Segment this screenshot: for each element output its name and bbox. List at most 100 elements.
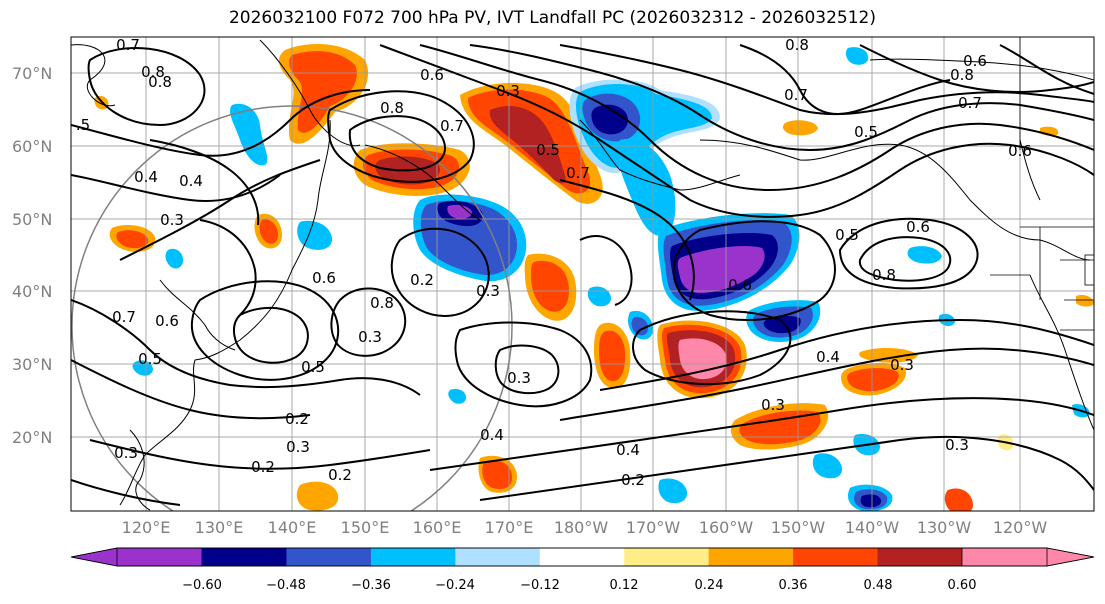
colorbar-swatch (877, 548, 963, 566)
borders (990, 37, 1094, 331)
lon-label-160e: 160°E (413, 518, 462, 537)
contour-label: 0.7 (440, 117, 464, 135)
lon-label-150e: 150°E (341, 518, 390, 537)
contour-label: 0.4 (134, 168, 158, 186)
cb-tick-label: −0.36 (351, 578, 391, 593)
colorbar-ticks: −0.60 −0.48 −0.36 −0.24 −0.12 0.12 0.24 … (182, 578, 976, 593)
contour-labels: 0.70.80.8.50.4 0.40.30.80.70.60.30.50.70.… (76, 36, 1032, 489)
cb-tick-label: 0.36 (779, 578, 808, 593)
page-title: 2026032100 F072 700 hPa PV, IVT Landfall… (228, 8, 876, 28)
cb-tick-label: −0.24 (435, 578, 475, 593)
colorbar-swatch (961, 547, 1095, 567)
contour-label: 0.3 (945, 436, 969, 454)
contour-label: 0.4 (179, 172, 203, 190)
contour-label: 0.5 (301, 358, 325, 376)
contour-label: 0.8 (370, 294, 394, 312)
cb-tick-label: −0.60 (182, 578, 222, 593)
contour-label: 0.8 (148, 73, 172, 91)
lon-label-170e: 170°E (485, 518, 534, 537)
contour-label: 0.6 (728, 276, 752, 294)
contour-label: 0.3 (286, 438, 310, 456)
contour-label: 0.7 (784, 86, 808, 104)
colorbar-swatch (793, 548, 879, 566)
cb-tick-label: 0.12 (610, 578, 639, 593)
contour-label: 0.3 (358, 328, 382, 346)
contour-label: 0.3 (476, 282, 500, 300)
cb-tick-label: −0.12 (520, 578, 560, 593)
contour-label: 0.8 (141, 63, 165, 81)
colorbar-swatch (286, 548, 372, 566)
contour-label: 0.5 (835, 226, 859, 244)
contour-label: 0.2 (621, 471, 645, 489)
lon-label-170w: 170°W (626, 518, 681, 537)
contour-label: 0.6 (1008, 142, 1032, 160)
contour-label: 0.5 (854, 123, 878, 141)
contour-label: 0.6 (420, 66, 444, 84)
contour-label: 0.4 (480, 426, 504, 444)
contour-label: 0.5 (138, 350, 162, 368)
contour-label: 0.8 (950, 66, 974, 84)
contour-label: 0.6 (155, 312, 179, 330)
contour-label: 0.2 (410, 271, 434, 289)
contour-label: .5 (76, 116, 90, 134)
contour-label: 0.7 (958, 94, 982, 112)
lat-label-40n: 40°N (12, 282, 52, 301)
contour-label: 0.7 (116, 36, 140, 54)
contour-label: 0.8 (785, 36, 809, 54)
contour-label: 0.8 (872, 266, 896, 284)
lat-label-30n: 30°N (12, 355, 52, 374)
lat-label-20n: 20°N (12, 428, 52, 447)
colorbar-swatch (708, 548, 794, 566)
contour-label: 0.3 (761, 396, 785, 414)
lon-label-120e: 120°E (122, 518, 171, 537)
pv-contours (71, 44, 1094, 506)
contour-label: 0.3 (114, 444, 138, 462)
contour-label: 0.8 (380, 99, 404, 117)
contour-label: 0.3 (507, 369, 531, 387)
colorbar-swatch (455, 548, 541, 566)
latitude-labels: 70°N 60°N 50°N 40°N 30°N 20°N (12, 64, 52, 447)
contour-label: 0.3 (160, 211, 184, 229)
map-field: 0.70.80.8.50.4 0.40.30.80.70.60.30.50.70.… (71, 36, 1094, 511)
colorbar-swatch (202, 548, 287, 566)
cb-tick-label: 0.48 (864, 578, 893, 593)
graticule (71, 37, 1094, 511)
lat-label-60n: 60°N (12, 137, 52, 156)
contour-label: 0.2 (285, 410, 309, 428)
lon-label-130e: 130°E (195, 518, 244, 537)
contour-label: 0.6 (312, 269, 336, 287)
lon-label-120w: 120°W (993, 518, 1048, 537)
lon-label-150w: 150°W (771, 518, 826, 537)
contour-label: 0.2 (251, 458, 275, 476)
lat-label-50n: 50°N (12, 210, 52, 229)
lon-label-140w: 140°W (845, 518, 900, 537)
contour-label: 0.7 (112, 308, 136, 326)
contour-label: 0.2 (328, 466, 352, 484)
contour-label: 0.7 (566, 164, 590, 182)
pv-anomaly-fill (94, 44, 1094, 511)
contour-label: 0.6 (963, 52, 987, 70)
lon-label-160w: 160°W (699, 518, 754, 537)
cb-tick-label: −0.48 (266, 578, 306, 593)
contour-label: 0.5 (536, 141, 560, 159)
cb-tick-label: 0.24 (695, 578, 724, 593)
lon-label-130w: 130°W (917, 518, 972, 537)
colorbar-swatch (539, 548, 625, 566)
colorbar-swatch (370, 548, 456, 566)
colorbar: −0.60 −0.48 −0.36 −0.24 −0.12 0.12 0.24 … (70, 547, 1095, 593)
contour-label: 0.3 (890, 356, 914, 374)
colorbar-swatch (624, 548, 710, 566)
lon-label-140e: 140°E (268, 518, 317, 537)
map-frame (70, 36, 1095, 512)
contour-label: 0.6 (906, 218, 930, 236)
colorbar-frame (116, 547, 1048, 567)
lon-label-180w: 180°W (554, 518, 609, 537)
range-circle (71, 105, 513, 511)
contour-label: 0.4 (816, 348, 840, 366)
colorbar-swatch (70, 547, 203, 567)
longitude-labels: 120°E 130°E 140°E 150°E 160°E 170°E 180°… (122, 518, 1048, 537)
contour-label: 0.3 (496, 82, 520, 100)
contour-label: 0.4 (616, 441, 640, 459)
lat-label-70n: 70°N (12, 64, 52, 83)
